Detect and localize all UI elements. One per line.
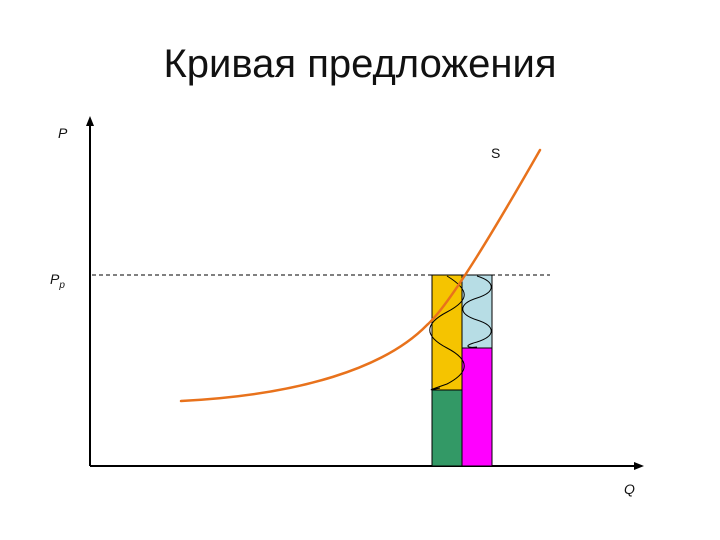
bar-right-top bbox=[461, 274, 493, 349]
y-axis-label: P bbox=[58, 125, 68, 141]
slide-title: Кривая предложения bbox=[163, 42, 557, 86]
x-axis-label: Q bbox=[624, 481, 635, 497]
wave-left bbox=[429, 275, 465, 391]
price-level-label: Pp bbox=[50, 271, 65, 291]
y-axis-arrowhead bbox=[86, 116, 94, 126]
bar-left-bottom bbox=[431, 389, 463, 467]
supply-curve-label: S bbox=[491, 145, 500, 161]
supply-curve bbox=[179, 148, 542, 403]
bar-left-top bbox=[431, 274, 463, 391]
x-axis-arrowhead bbox=[634, 462, 644, 470]
bar-right-bottom bbox=[461, 347, 493, 467]
price-level-label-main: P bbox=[50, 271, 60, 287]
price-level-label-sub: p bbox=[58, 280, 65, 291]
wave-right bbox=[462, 275, 492, 348]
